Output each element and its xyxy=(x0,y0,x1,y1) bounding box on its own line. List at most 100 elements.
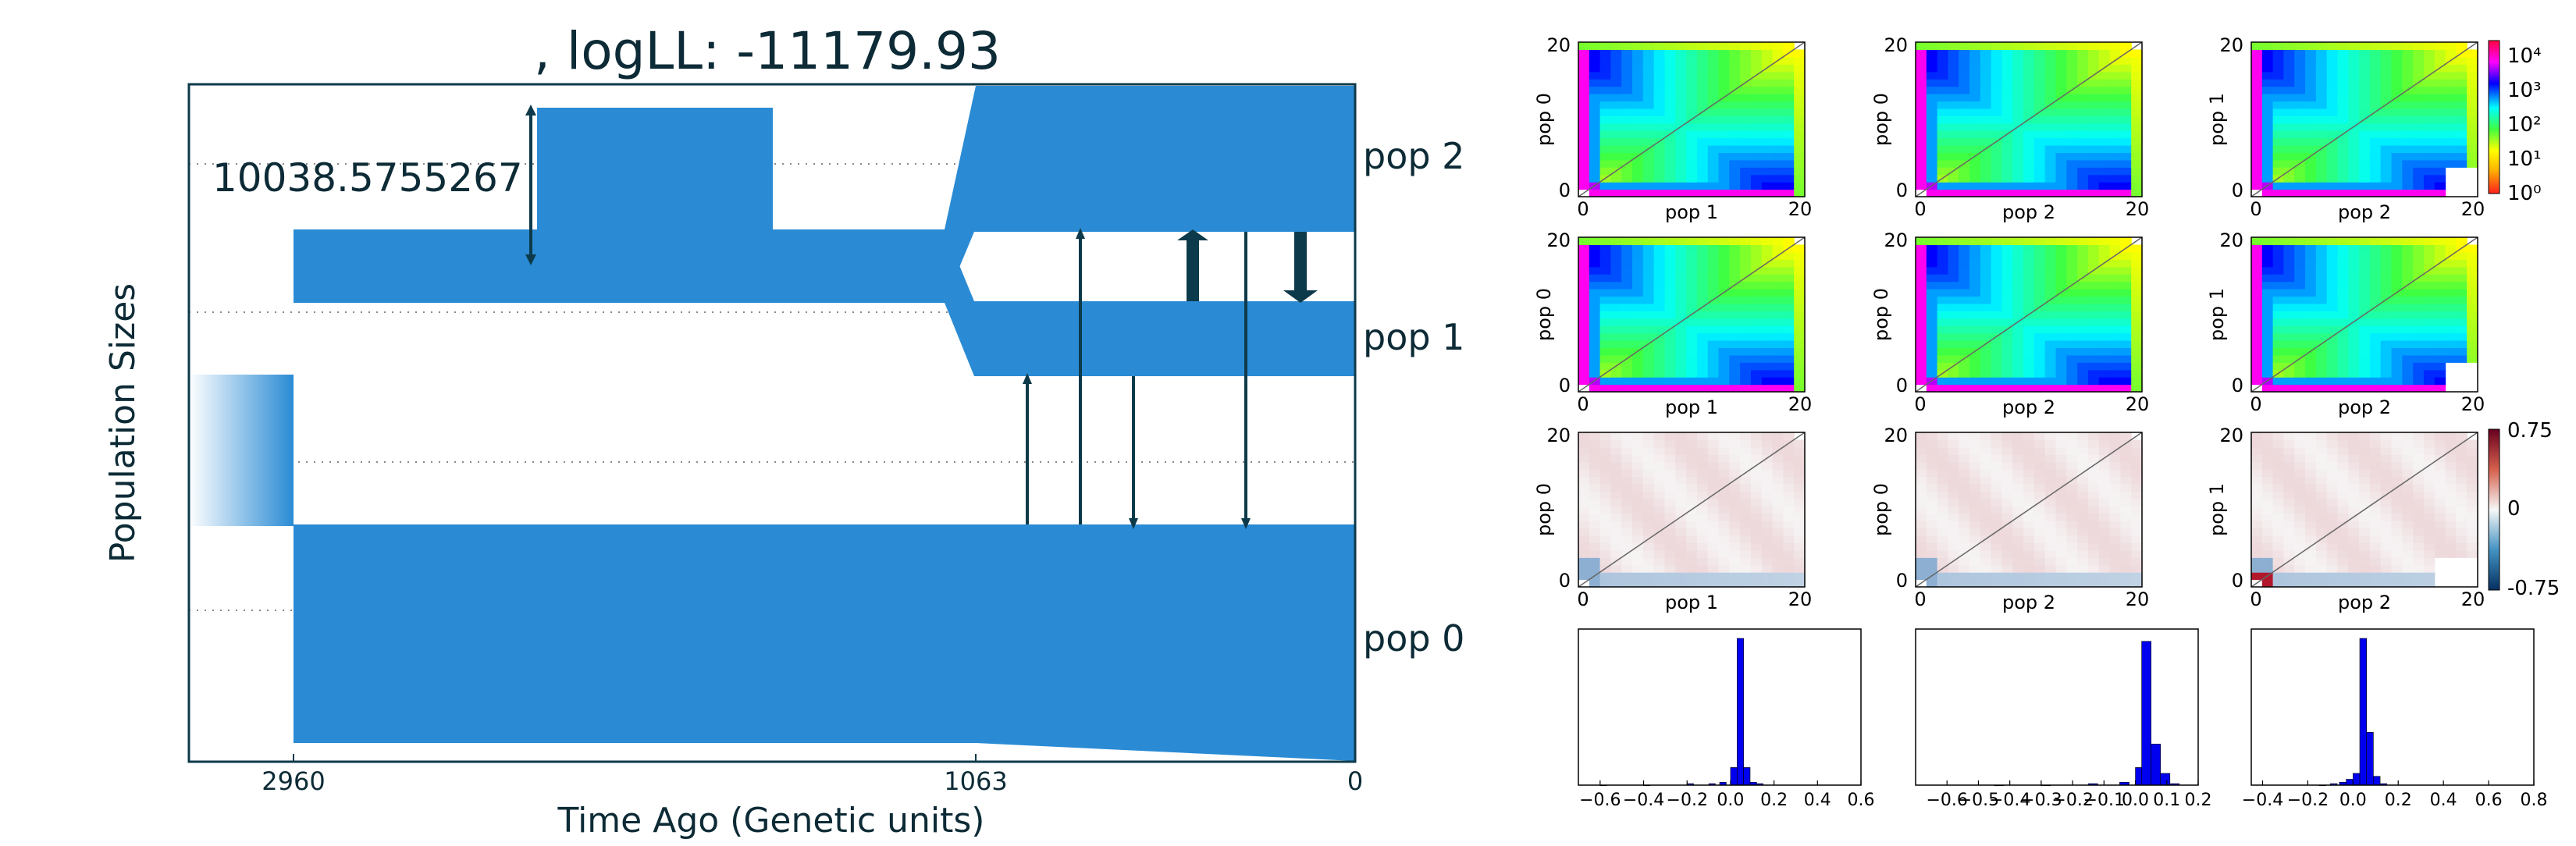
heatmap-cell xyxy=(1707,189,1720,197)
heatmap-cell xyxy=(2272,476,2285,485)
heatmap-cell xyxy=(2044,137,2057,146)
heatmap-cell xyxy=(1599,432,1612,441)
heatmap-cell xyxy=(2369,521,2382,529)
heatmap-cell xyxy=(1980,549,1992,558)
heatmap-cell xyxy=(1937,498,1949,507)
heatmap-y-label: pop 0 xyxy=(1533,93,1555,146)
heatmap-cell xyxy=(1642,49,1655,58)
heatmap-cell xyxy=(1916,101,1927,109)
heatmap-cell xyxy=(2261,259,2274,268)
heatmap-cell xyxy=(2033,296,2046,304)
heatmap-cell xyxy=(1750,484,1763,492)
heatmap-cell xyxy=(2402,116,2414,124)
heatmap-cell xyxy=(1948,484,1959,492)
heatmap-cell xyxy=(2077,259,2089,268)
heatmap-cell xyxy=(1916,64,1927,73)
heatmap-cell xyxy=(1621,506,1633,514)
heatmap-cell xyxy=(1794,174,1806,183)
heatmap-cell xyxy=(2326,347,2339,356)
heatmap-cell xyxy=(1642,564,1655,573)
heatmap-cell xyxy=(1750,369,1763,378)
heatmap-cell xyxy=(2434,461,2446,470)
heatmap-cell xyxy=(2033,432,2046,441)
heatmap-cell xyxy=(1794,318,1806,326)
heatmap-cell xyxy=(1991,152,2003,161)
heatmap-cell xyxy=(1959,189,1970,197)
heatmap-cell xyxy=(2044,325,2057,334)
heatmap-cell xyxy=(1761,384,1774,393)
heatmap-cell xyxy=(2098,42,2111,51)
heatmap-cell xyxy=(2315,579,2328,588)
heatmap-cell xyxy=(2066,572,2078,581)
heatmap-cell xyxy=(1686,274,1698,283)
heatmap-cell xyxy=(2023,439,2035,448)
heatmap-cell xyxy=(2391,71,2403,80)
heatmap-cell xyxy=(2077,506,2089,514)
heatmap-cell xyxy=(2467,79,2478,87)
heatmap-cell xyxy=(2098,152,2111,161)
heatmap-cell xyxy=(2456,130,2467,139)
heatmap-cell xyxy=(1980,354,1992,363)
heatmap-cell xyxy=(1772,354,1784,363)
heatmap-cell xyxy=(1718,461,1730,470)
heatmap-cell xyxy=(1718,303,1730,311)
heatmap-cell xyxy=(2326,535,2339,544)
migration-arrow-thick xyxy=(1294,232,1307,294)
heatmap-cell xyxy=(2402,491,2414,499)
heatmap-cell xyxy=(1948,332,1959,341)
heatmap-cell xyxy=(2391,152,2403,161)
heatmap-cell xyxy=(2283,123,2295,131)
heatmap-cell xyxy=(2087,354,2100,363)
heatmap-cell xyxy=(2423,362,2435,371)
diagonal-line xyxy=(2250,41,2478,197)
heatmap-cell xyxy=(2131,535,2143,544)
heatmap-cell xyxy=(2380,145,2393,154)
heatmap-cell xyxy=(1664,237,1676,246)
heatmap-cell xyxy=(1959,108,1970,116)
heatmap-cell xyxy=(2055,362,2067,371)
heatmap-cell xyxy=(1750,79,1763,87)
heatmap-cell xyxy=(2348,259,2360,268)
heatmap-cell xyxy=(2467,454,2478,463)
heatmap-cell xyxy=(2251,137,2263,146)
heatmap-cell xyxy=(1969,446,1981,455)
heatmap-cell xyxy=(1686,56,1698,65)
heatmap-cell xyxy=(2391,86,2403,94)
heatmap-cell xyxy=(1750,384,1763,393)
heatmap-cell xyxy=(2467,145,2478,154)
heatmap-cell xyxy=(2294,244,2306,253)
histogram-tick-label: 0.2 xyxy=(2385,791,2412,810)
heatmap-cell xyxy=(2251,64,2263,73)
heatmap-cell xyxy=(1621,259,1633,268)
heatmap-cell xyxy=(2369,362,2382,371)
heatmap-cell xyxy=(2023,145,2035,154)
heatmap-cell xyxy=(1632,521,1644,529)
heatmap-cell xyxy=(2423,325,2435,334)
heatmap-cell xyxy=(2305,446,2317,455)
heatmap-cell xyxy=(2326,152,2339,161)
heatmap-cell xyxy=(1794,303,1806,311)
heatmap-y-tick-label: 20 xyxy=(1884,425,1908,446)
heatmap-cell xyxy=(2066,513,2078,521)
heatmap-cell xyxy=(2261,362,2274,371)
heatmap-cell xyxy=(2337,145,2349,154)
heatmap-cell xyxy=(2326,340,2339,349)
heatmap-cell xyxy=(1926,152,1938,161)
heatmap-cell xyxy=(2359,354,2371,363)
heatmap-cell xyxy=(2251,340,2263,349)
heatmap-cell xyxy=(1959,289,1970,297)
heatmap-cell xyxy=(1959,174,1970,183)
heatmap-cell xyxy=(1621,484,1633,492)
heatmap-cell xyxy=(2120,130,2132,139)
heatmap-cell xyxy=(2109,521,2121,529)
heatmap-cell xyxy=(1916,237,1927,246)
colorbar-tick-label: 0 xyxy=(2507,497,2521,521)
heatmap-cell xyxy=(1926,446,1938,455)
heatmap-cell xyxy=(1675,101,1687,109)
heatmap-cell xyxy=(2120,79,2132,87)
heatmap-cell xyxy=(1740,340,1752,349)
heatmap-cell xyxy=(1718,521,1730,529)
heatmap-cell xyxy=(2120,557,2132,566)
